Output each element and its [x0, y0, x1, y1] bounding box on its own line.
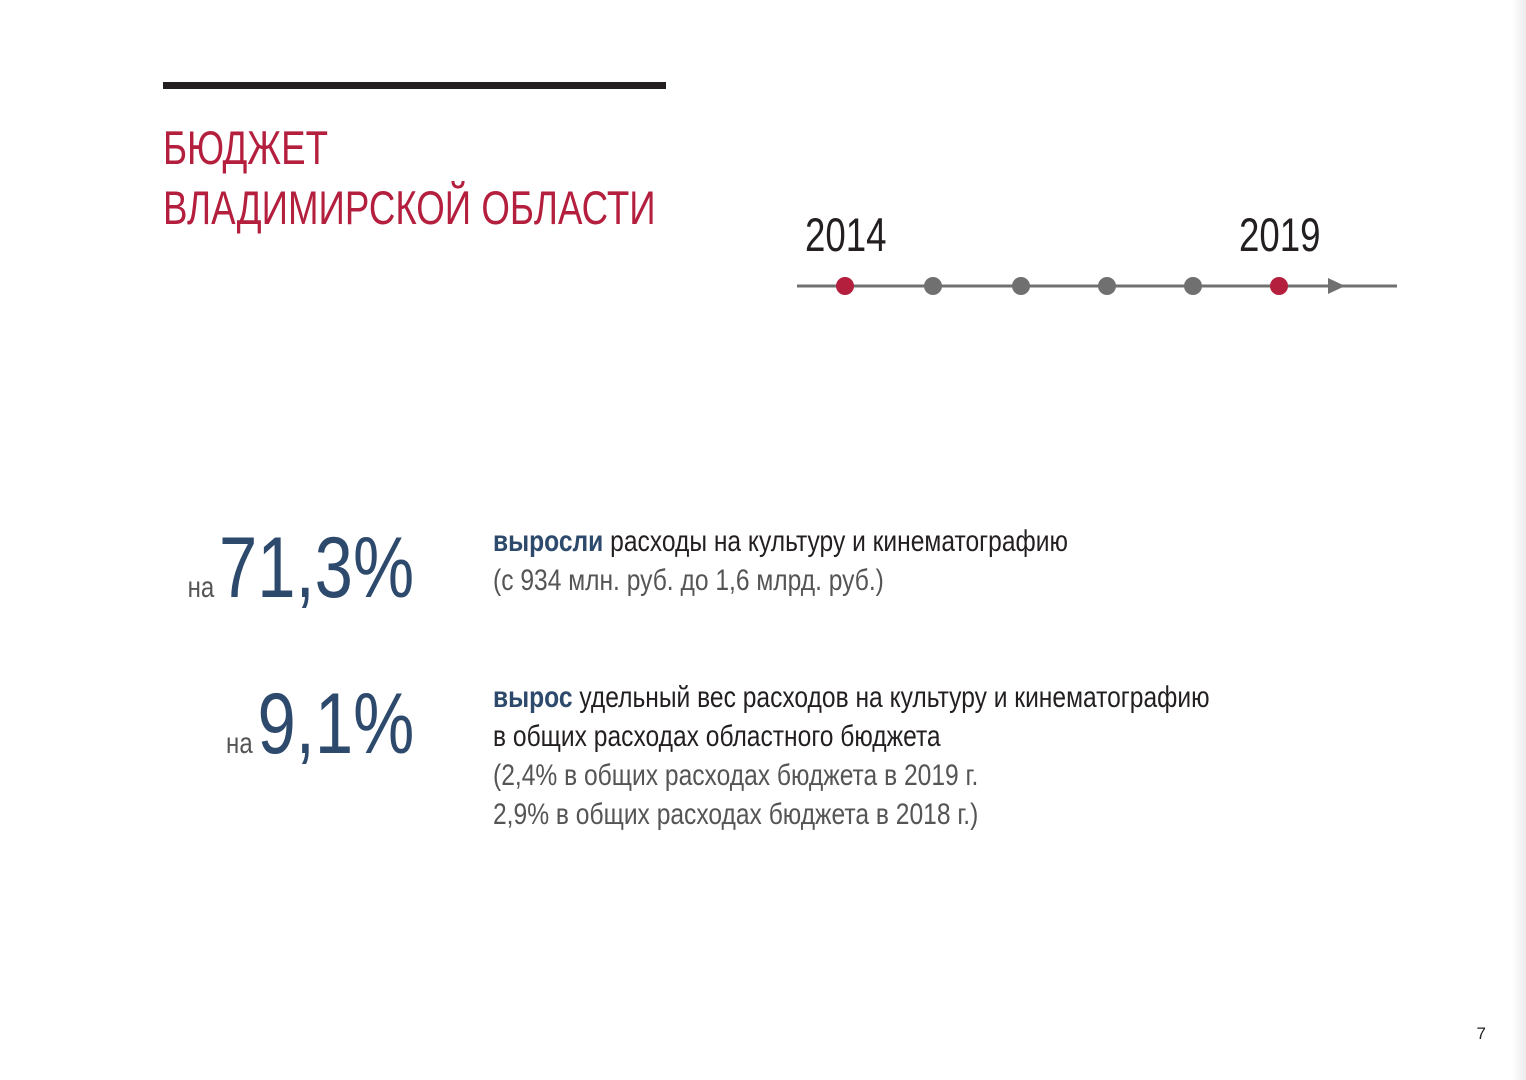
- stat-prefix: на: [187, 571, 215, 604]
- stat-text: удельный вес расходов на культуру и кине…: [572, 681, 1210, 714]
- stat-text: расходы на культуру и кинематографию: [603, 525, 1068, 558]
- stat-second-line: в общих расходах областного бюджета: [493, 720, 941, 753]
- stat-culture-growth-description: выросли расходы на культуру и кинематогр…: [493, 522, 1068, 600]
- stat-value: 71,3%: [218, 520, 414, 616]
- timeline-arrow-icon: [1328, 278, 1345, 294]
- stat-prefix: на: [225, 727, 253, 760]
- timeline-point-2018: [1184, 277, 1202, 295]
- title-line-2: ВЛАДИМИРСКОЙ ОБЛАСТИ: [163, 181, 656, 234]
- page-number: 7: [1476, 1024, 1486, 1043]
- stat-note: (с 934 млн. руб. до 1,6 млрд. руб.): [493, 564, 884, 597]
- title-line-1: БЮДЖЕТ: [163, 121, 329, 174]
- stat-note: 2,9% в общих расходах бюджета в 2018 г.): [493, 798, 979, 831]
- stat-value: 9,1%: [257, 676, 414, 772]
- timeline-start-year: 2014: [805, 208, 887, 261]
- stat-main-line: вырос удельный вес расходов на культуру …: [493, 678, 1210, 717]
- title-rule: [163, 82, 666, 89]
- page-edge-shadow: [1512, 0, 1526, 1080]
- timeline-point-2019: [1270, 277, 1288, 295]
- timeline-point-2015: [924, 277, 942, 295]
- timeline-point-2014: [836, 277, 854, 295]
- timeline-point-2016: [1012, 277, 1030, 295]
- timeline-point-2017: [1098, 277, 1116, 295]
- stat-note: (2,4% в общих расходах бюджета в 2019 г.: [493, 759, 979, 792]
- stat-keyword: вырос: [493, 681, 573, 714]
- stat-culture-growth-value: на71,3%: [188, 520, 415, 641]
- stat-keyword: выросли: [493, 525, 604, 558]
- stat-main-line: выросли расходы на культуру и кинематогр…: [493, 522, 1068, 561]
- stat-culture-share-value: на9,1%: [226, 676, 414, 797]
- page-title: БЮДЖЕТ ВЛАДИМИРСКОЙ ОБЛАСТИ: [163, 118, 656, 238]
- stat-culture-share-description: вырос удельный вес расходов на культуру …: [493, 678, 1210, 834]
- timeline-end-year: 2019: [1239, 208, 1321, 261]
